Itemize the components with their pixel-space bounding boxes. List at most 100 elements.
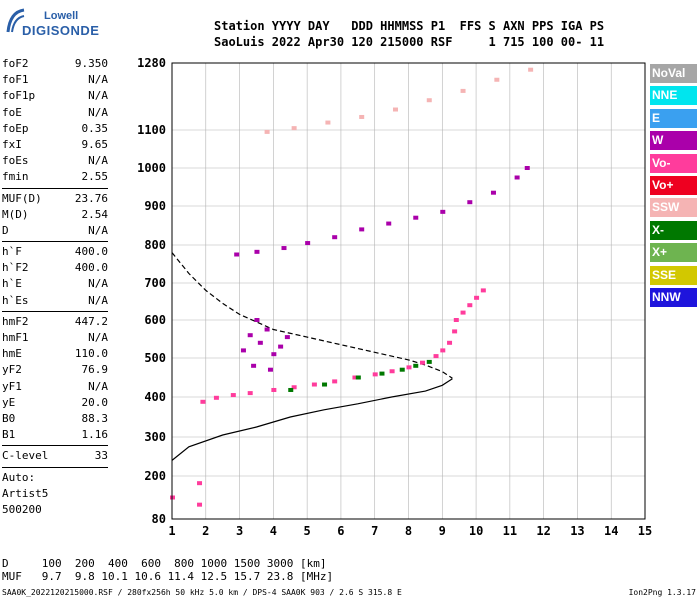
legend-item-sse: SSE: [650, 265, 697, 285]
param-value: 2.54: [81, 207, 109, 221]
legend-item-noval: NoVal: [650, 64, 697, 83]
echo-point: [352, 375, 358, 380]
echo-point: [440, 209, 446, 214]
param-row: foF1 N/A: [2, 72, 108, 88]
x-tick-label: 15: [638, 524, 652, 538]
station-header: Station YYYY DAY DDD HHMMSS P1 FFS S AXN…: [214, 18, 604, 50]
x-tick-label: 12: [536, 524, 550, 538]
y-tick-label: 200: [144, 469, 166, 483]
echo-point: [267, 367, 273, 372]
param-row: hmF2 447.2: [2, 314, 108, 330]
echo-point: [460, 310, 466, 315]
param-key: foF1p: [2, 89, 36, 103]
param-key: hmF1: [2, 331, 29, 344]
param-key: yE: [2, 395, 16, 409]
echo-point: [291, 385, 297, 390]
param-value: N/A: [88, 379, 108, 393]
echo-point: [379, 371, 385, 376]
plot-frame: [171, 62, 646, 520]
logo-line1: Lowell: [44, 10, 79, 22]
param-key: hmF2: [2, 314, 29, 328]
echo-point: [359, 227, 365, 232]
param-row: h`E N/A: [2, 276, 108, 292]
param-separator: [2, 466, 108, 468]
param-row: foF1p N/A: [2, 88, 108, 104]
param-note: 500200: [2, 502, 42, 516]
x-tick-label: 8: [405, 524, 412, 538]
y-tick-label: 80: [152, 512, 166, 526]
param-key: B1: [2, 428, 16, 442]
echo-point: [291, 126, 297, 131]
echo-point: [467, 200, 473, 205]
legend-item-x-: X-: [650, 220, 697, 240]
echo-point: [332, 235, 338, 240]
logo-line2: DIGISONDE: [22, 23, 100, 38]
x-tick-label: 13: [570, 524, 584, 538]
legend-item-nnw: NNW: [650, 287, 697, 307]
echo-point: [514, 175, 520, 180]
y-tick-label: 600: [144, 313, 166, 327]
echo-point: [197, 481, 203, 486]
version-label: Ion2Png 1.3.17: [628, 588, 696, 597]
header-line1: Station YYYY DAY DDD HHMMSS P1 FFS S AXN…: [214, 19, 605, 33]
param-key: D: [2, 223, 9, 237]
x-tick-label: 2: [202, 524, 209, 538]
param-value: 2.55: [81, 170, 109, 184]
x-tick-label: 7: [371, 524, 378, 538]
x-tick-label: 11: [503, 524, 517, 538]
param-separator: [2, 310, 108, 312]
y-tick-label: 1000: [137, 161, 166, 175]
x-tick-label: 5: [304, 524, 311, 538]
param-note: Auto:: [2, 470, 36, 484]
param-key: yF1: [2, 379, 22, 393]
param-value: N/A: [88, 73, 108, 87]
param-row: foE N/A: [2, 105, 108, 121]
param-value: 23.76: [74, 191, 108, 205]
param-key: foE: [2, 105, 22, 119]
echo-point: [251, 363, 257, 368]
param-key: h`E: [2, 277, 22, 291]
file-info: SAA0K_2022120215000.RSF / 280fx256h 50 k…: [2, 588, 402, 597]
y-tick-label: 300: [144, 430, 166, 444]
echo-point: [311, 382, 317, 387]
x-tick-label: 9: [439, 524, 446, 538]
x-tick-label: 1: [168, 524, 175, 538]
echo-point: [200, 399, 206, 404]
param-separator: [2, 187, 108, 189]
param-row: B1 1.16: [2, 427, 108, 443]
y-tick-label: 900: [144, 199, 166, 213]
param-value: 400.0: [74, 261, 108, 275]
y-tick-label: 1100: [137, 123, 166, 137]
param-key: M(D): [2, 207, 29, 221]
echo-point: [426, 359, 432, 364]
echo-point: [322, 382, 328, 387]
param-key: B0: [2, 411, 16, 425]
param-key: fmin: [2, 170, 29, 184]
echo-point: [359, 114, 365, 119]
param-row: foF2 9.350: [2, 56, 108, 72]
param-row: D N/A: [2, 223, 108, 239]
param-separator: [2, 241, 108, 243]
echo-point: [452, 329, 458, 334]
param-value: 9.350: [74, 57, 108, 70]
echo-point: [213, 395, 219, 400]
param-key: foEp: [2, 121, 29, 135]
param-value: 447.2: [74, 314, 108, 328]
y-tick-label: 800: [144, 238, 166, 252]
electron-density-profile: [171, 378, 453, 461]
legend-item-vo-: Vo+: [650, 175, 697, 195]
param-row: hmF1 N/A: [2, 330, 108, 346]
echo-point: [257, 340, 263, 345]
echo-point: [264, 129, 270, 134]
param-row: h`F2 400.0: [2, 260, 108, 276]
param-key: foF1: [2, 73, 29, 87]
echo-point: [271, 352, 277, 357]
param-key: C-level: [2, 449, 49, 463]
echo-point: [355, 375, 361, 380]
param-value: N/A: [88, 277, 108, 291]
param-note: Artist5: [2, 486, 49, 500]
param-row: C-level 33: [2, 448, 108, 464]
param-value: N/A: [88, 293, 108, 307]
param-row: fmin 2.55: [2, 169, 108, 185]
echo-point: [447, 340, 453, 345]
